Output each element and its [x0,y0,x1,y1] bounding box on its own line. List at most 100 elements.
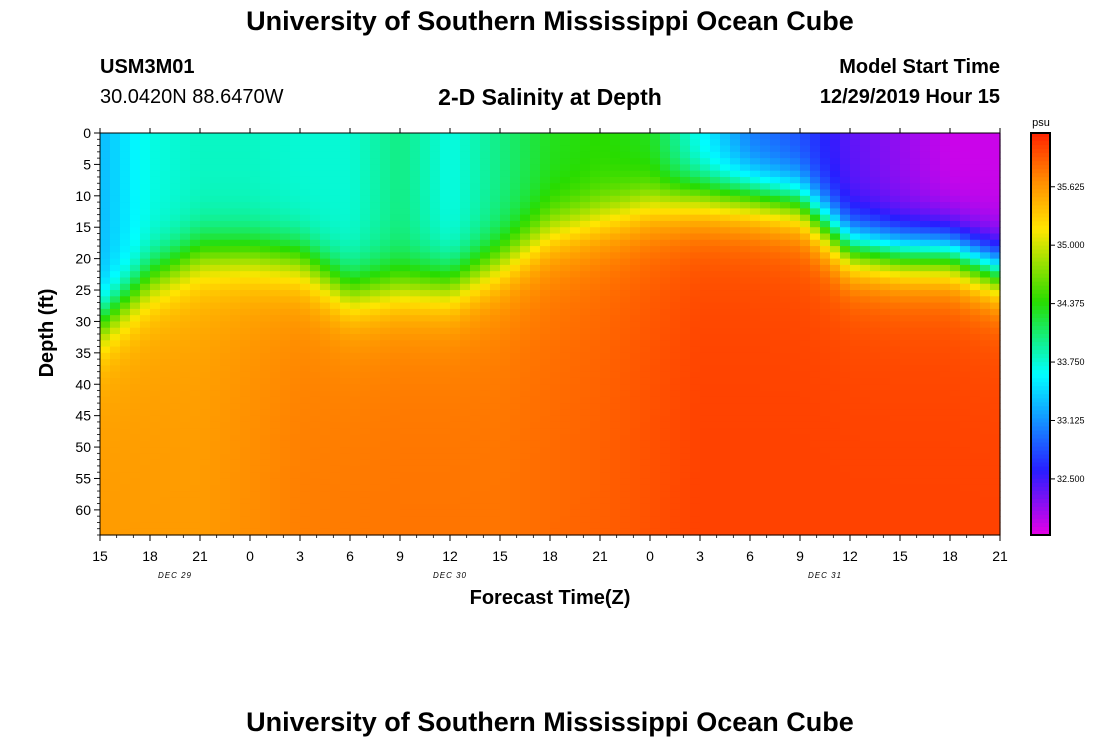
heatmap-cell [300,434,311,442]
heatmap-cell [850,396,861,404]
heatmap-cell [500,302,511,310]
heatmap-cell [750,258,761,266]
heatmap-cell [330,296,341,304]
heatmap-cell [520,396,531,404]
heatmap-cell [180,246,191,253]
heatmap-cell [800,283,811,291]
heatmap-cell [380,158,391,166]
heatmap-cell [540,227,551,235]
heatmap-cell [840,396,851,404]
heatmap-cell [400,151,411,159]
heatmap-cell [730,308,741,316]
heatmap-cell [340,302,351,310]
heatmap-cell [610,434,621,442]
heatmap-cell [820,208,831,216]
heatmap-cell [790,264,801,272]
heatmap-cell [390,340,401,348]
heatmap-cell [400,484,411,492]
heatmap-cell [340,346,351,354]
heatmap-cell [410,340,421,348]
heatmap-cell [740,264,751,272]
heatmap-cell [460,308,471,316]
heatmap-cell [520,183,531,191]
heatmap-cell [130,246,141,253]
heatmap-cell [190,283,201,291]
heatmap-cell [150,271,161,279]
heatmap-cell [220,440,231,448]
heatmap-cell [510,170,521,178]
heatmap-cell [840,315,851,323]
heatmap-cell [670,472,681,480]
heatmap-cell [200,434,211,442]
heatmap-cell [850,296,861,304]
heatmap-cell [870,403,881,410]
heatmap-cell [180,195,191,203]
heatmap-cell [190,409,201,417]
heatmap-cell [320,145,331,153]
heatmap-cell [600,428,611,436]
heatmap-cell [810,365,821,373]
heatmap-cell [600,390,611,398]
heatmap-cell [410,296,421,304]
heatmap-cell [690,145,701,153]
heatmap-cell [540,302,551,310]
heatmap-cell [350,528,361,536]
heatmap-cell [430,503,441,511]
heatmap-cell [730,528,741,536]
heatmap-cell [690,220,701,228]
heatmap-cell [560,258,571,266]
heatmap-cell [520,327,531,335]
heatmap-cell [770,459,781,467]
heatmap-cell [280,522,291,530]
heatmap-cell [120,359,131,367]
heatmap-cell [700,465,711,473]
heatmap-cell [380,522,391,530]
heatmap-cell [400,321,411,329]
heatmap-cell [550,183,561,191]
heatmap-cell [570,453,581,461]
heatmap-cell [620,208,631,216]
heatmap-cell [530,302,541,310]
heatmap-cell [700,264,711,272]
heatmap-cell [270,509,281,517]
heatmap-cell [830,158,841,166]
heatmap-cell [480,428,491,436]
heatmap-cell [840,183,851,191]
heatmap-cell [550,176,561,184]
heatmap-cell [430,472,441,480]
heatmap-cell [100,484,111,492]
heatmap-cell [150,365,161,373]
heatmap-cell [680,151,691,159]
heatmap-cell [150,440,161,448]
heatmap-cell [280,246,291,253]
heatmap-cell [500,308,511,316]
heatmap-cell [190,390,201,398]
heatmap-cell [130,170,141,178]
heatmap-cell [700,145,711,153]
heatmap-cell [300,246,311,253]
heatmap-cell [560,434,571,442]
heatmap-cell [120,371,131,379]
heatmap-cell [450,384,461,392]
heatmap-cell [660,340,671,348]
heatmap-cell [500,220,511,228]
heatmap-cell [120,202,131,209]
heatmap-cell [440,447,451,454]
heatmap-cell [550,290,561,297]
heatmap-cell [740,465,751,473]
heatmap-cell [170,214,181,222]
heatmap-cell [520,296,531,304]
heatmap-cell [490,428,501,436]
heatmap-cell [560,296,571,304]
heatmap-cell [500,139,511,147]
heatmap-cell [820,220,831,228]
heatmap-cell [210,415,221,423]
heatmap-cell [710,390,721,398]
heatmap-cell [650,145,661,153]
heatmap-cell [790,516,801,524]
heatmap-cell [100,447,111,454]
heatmap-cell [740,246,751,253]
heatmap-cell [640,195,651,203]
heatmap-cell [680,503,691,511]
heatmap-cell [570,239,581,247]
